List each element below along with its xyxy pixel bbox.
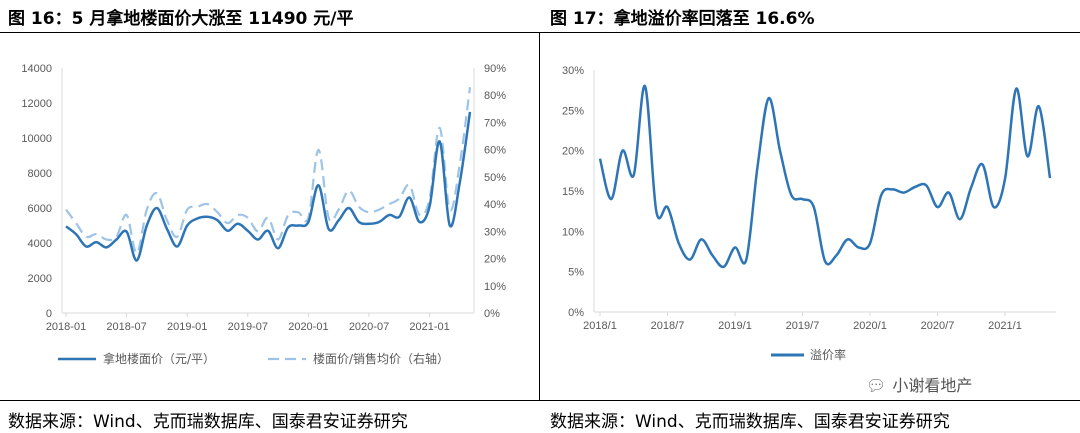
left-chart-title: 图 16：5 月拿地楼面价大涨至 11490 元/平: [8, 9, 354, 29]
y-right-tick-label: 0%: [484, 308, 500, 320]
x-tick-label: 2018/7: [651, 320, 685, 332]
y-right-tick-label: 80%: [484, 90, 506, 102]
y-left-tick-label: 6000: [28, 203, 52, 215]
wechat-icon: 💬︎: [866, 376, 887, 395]
y-tick-label: 20%: [562, 146, 584, 158]
y-right-tick-label: 70%: [484, 117, 506, 129]
right-chart-title: 图 17：拿地溢价率回落至 16.6%: [550, 9, 815, 29]
y-left-tick-label: 4000: [28, 238, 52, 250]
series-line-land-price: [65, 111, 472, 262]
y-right-tick-label: 90%: [484, 63, 506, 75]
watermark: 💬︎ 小谢看地产: [866, 372, 972, 396]
x-tick-label: 2021-01: [409, 321, 449, 333]
left-source-note: 数据来源：Wind、克而瑞数据库、国泰君安证券研究: [8, 412, 408, 432]
y-right-tick-label: 40%: [484, 199, 506, 211]
x-tick-label: 2021/1: [988, 320, 1022, 332]
y-left-tick-label: 8000: [28, 168, 52, 180]
legend-label-land-price: 拿地楼面价（元/平）: [103, 351, 215, 366]
right-line-chart: 0% 5% 10% 15% 20% 25% 30% 2018/1 2018/7 2019/1 201…: [562, 65, 1056, 362]
left-line-chart: 0 2000 4000 6000 8000 10000 12000 14000 0% 10% 20%…: [21, 63, 506, 366]
panel-divider: [539, 32, 540, 400]
y-tick-label: 10%: [562, 226, 584, 238]
y-left-tick-label: 2000: [28, 273, 52, 285]
series-line-price-to-sales-ratio: [65, 86, 472, 255]
x-tick-label: 2019/1: [718, 320, 752, 332]
x-tick-label: 2020/7: [921, 320, 955, 332]
series-line-premium-rate: [598, 84, 1052, 269]
bottom-rule: [0, 400, 1080, 401]
y-right-tick-label: 20%: [484, 254, 506, 266]
x-tick-label: 2020/1: [853, 320, 887, 332]
x-tick-label: 2018-01: [46, 321, 86, 333]
x-tick-label: 2019-07: [228, 321, 268, 333]
y-left-tick-label: 0: [46, 308, 52, 320]
y-left-tick-label: 10000: [21, 133, 52, 145]
x-tick-label: 2018/1: [583, 320, 617, 332]
y-tick-label: 5%: [568, 267, 584, 279]
right-source-note: 数据来源：Wind、克而瑞数据库、国泰君安证券研究: [550, 412, 950, 432]
y-tick-label: 25%: [562, 105, 584, 117]
legend-label-premium-rate: 溢价率: [810, 347, 846, 362]
y-left-tick-label: 14000: [21, 63, 52, 75]
top-rule: [0, 32, 1080, 33]
x-tick-label: 2019-01: [167, 321, 207, 333]
y-tick-label: 30%: [562, 65, 584, 77]
x-tick-label: 2019/7: [786, 320, 820, 332]
y-tick-label: 15%: [562, 186, 584, 198]
y-tick-label: 0%: [568, 307, 584, 319]
y-right-tick-label: 50%: [484, 172, 506, 184]
y-right-tick-label: 10%: [484, 281, 506, 293]
legend-label-price-to-sales-ratio: 楼面价/销售均价（右轴）: [313, 351, 449, 366]
x-tick-label: 2020-01: [288, 321, 328, 333]
y-left-tick-label: 12000: [21, 98, 52, 110]
y-right-tick-label: 60%: [484, 145, 506, 157]
x-tick-label: 2020-07: [349, 321, 389, 333]
x-tick-label: 2018-07: [106, 321, 146, 333]
watermark-text: 小谢看地产: [892, 376, 973, 395]
y-right-tick-label: 30%: [484, 226, 506, 238]
